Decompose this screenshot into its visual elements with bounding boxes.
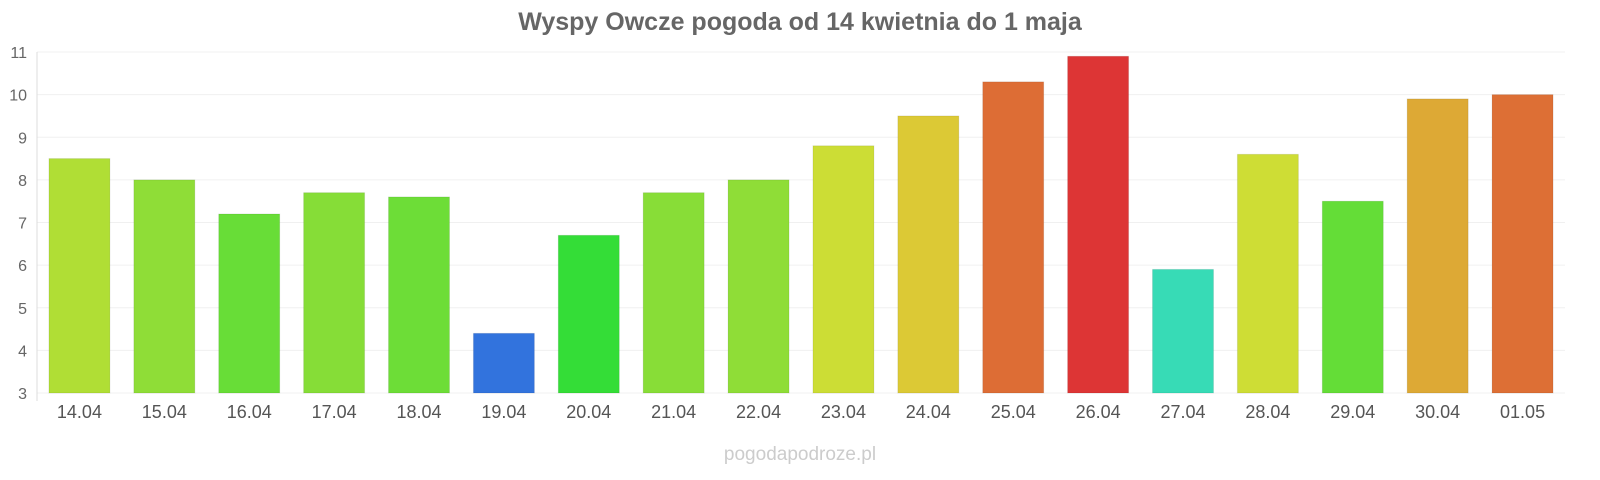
y-tick-label: 6 (18, 258, 27, 275)
x-tick-label: 01.05 (1500, 402, 1545, 422)
x-tick-label: 18.04 (396, 402, 441, 422)
bar-27.04 (1152, 268, 1214, 394)
bar-25.04 (982, 81, 1045, 394)
y-tick-label: 9 (18, 130, 27, 147)
bar-19.04 (472, 332, 535, 394)
bar-17.04 (303, 192, 366, 394)
y-tick-label: 11 (10, 45, 27, 62)
x-tick-label: 27.04 (1160, 402, 1205, 422)
y-tick-label: 5 (18, 301, 27, 318)
y-tick-label: 3 (18, 386, 27, 403)
bar-15.04 (133, 179, 196, 394)
bar-24.04 (897, 115, 960, 394)
bar-21.04 (642, 192, 705, 394)
y-tick-label: 10 (9, 88, 27, 105)
bar-20.04 (557, 234, 620, 394)
x-tick-label: 14.04 (57, 402, 102, 422)
x-tick-label: 25.04 (991, 402, 1036, 422)
x-tick-label: 26.04 (1076, 402, 1121, 422)
x-tick-label: 30.04 (1415, 402, 1460, 422)
bar-18.04 (388, 196, 450, 394)
x-tick-label: 20.04 (566, 402, 611, 422)
x-tick-label: 29.04 (1330, 402, 1375, 422)
bar-28.04 (1236, 153, 1299, 394)
x-tick-label: 21.04 (651, 402, 696, 422)
x-tick-label: 19.04 (481, 402, 526, 422)
bar-26.04 (1067, 55, 1130, 394)
bar-22.04 (727, 179, 790, 394)
x-tick-label: 15.04 (142, 402, 187, 422)
bar-16.04 (218, 213, 281, 394)
y-tick-label: 7 (18, 216, 27, 233)
bar-01.05 (1491, 94, 1554, 394)
x-tick-label: 16.04 (227, 402, 272, 422)
chart-title: Wyspy Owcze pogoda od 14 kwietnia do 1 m… (518, 8, 1083, 36)
bar-14.04 (48, 158, 111, 394)
y-tick-label: 4 (18, 343, 27, 360)
bar-30.04 (1406, 98, 1469, 394)
x-tick-label: 22.04 (736, 402, 781, 422)
x-tick-label: 24.04 (906, 402, 951, 422)
bar-23.04 (812, 145, 875, 394)
x-tick-label: 23.04 (821, 402, 866, 422)
x-tick-label: 17.04 (312, 402, 357, 422)
watermark: pogodapodroze.pl (724, 444, 876, 465)
x-tick-label: 28.04 (1245, 402, 1290, 422)
y-tick-label: 8 (18, 173, 27, 190)
bar-29.04 (1321, 200, 1384, 394)
